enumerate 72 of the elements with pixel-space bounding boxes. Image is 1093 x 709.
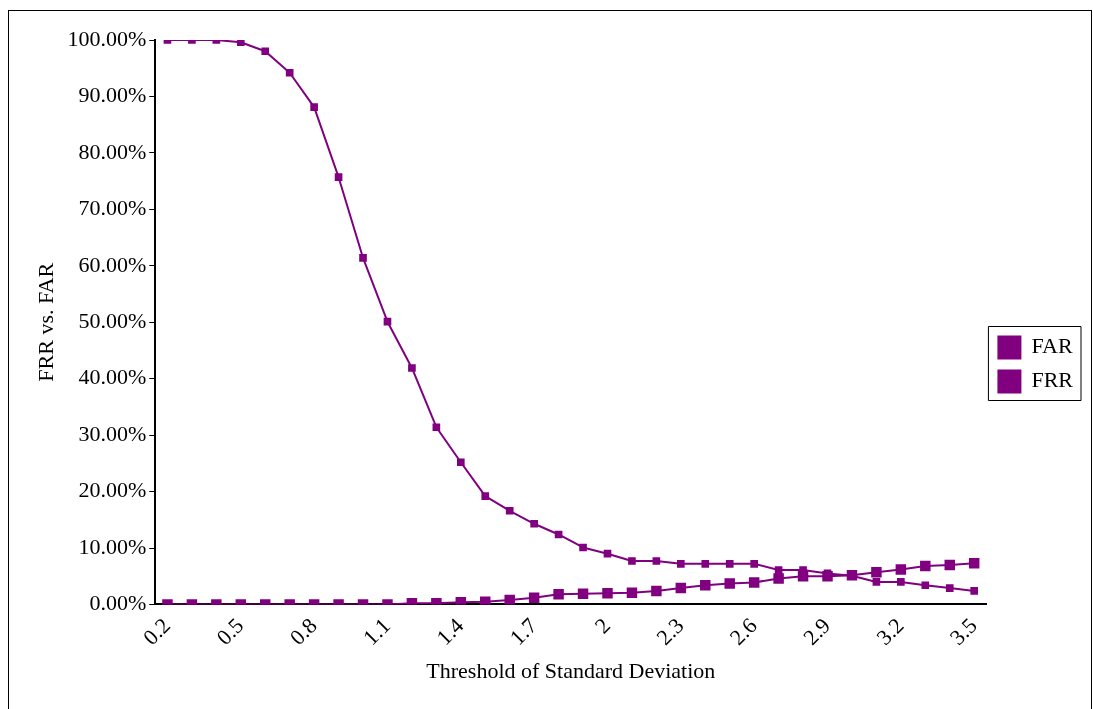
point: [725, 560, 734, 568]
point: [895, 564, 907, 575]
point: [577, 588, 589, 599]
point: [651, 585, 662, 597]
point: [652, 557, 661, 565]
point: [897, 578, 905, 586]
point: [481, 492, 490, 500]
x-tick-label: 2.9: [798, 612, 836, 650]
point: [455, 596, 467, 605]
point: [773, 573, 784, 584]
y-tick-label: 30.00%: [78, 420, 147, 446]
y-tick-label: 80.00%: [78, 138, 147, 164]
y-tick-label: 40.00%: [78, 364, 147, 390]
point: [921, 581, 930, 590]
x-axis-title: Threshold of Standard Deviation: [426, 657, 716, 683]
x-tick-label: 1.1: [357, 612, 396, 650]
x-tick-label: 2.6: [724, 612, 762, 650]
x-tick-label: 0.8: [284, 612, 322, 650]
point: [236, 40, 245, 47]
x-tick-label: 0.5: [211, 612, 249, 650]
point: [700, 580, 711, 591]
point: [432, 423, 441, 432]
x-tick-label: 1.7: [504, 612, 542, 650]
y-tick-label: 10.00%: [78, 533, 147, 559]
point: [968, 558, 980, 569]
point: [677, 560, 685, 568]
point: [626, 587, 638, 598]
y-axis-title: FRR vs. FAR: [32, 262, 58, 382]
point: [383, 317, 392, 326]
point: [944, 559, 955, 571]
point: [675, 582, 687, 594]
point: [628, 557, 636, 565]
legend-label: FRR: [1031, 367, 1074, 393]
point: [553, 589, 564, 600]
y-tick-label: 60.00%: [78, 251, 147, 277]
point: [579, 543, 587, 552]
legend-label: FAR: [1031, 333, 1073, 359]
point: [528, 592, 540, 603]
y-tick-label: 90.00%: [78, 82, 147, 108]
point: [261, 47, 270, 56]
point: [748, 577, 760, 588]
point: [872, 578, 881, 586]
y-tick-label: 20.00%: [78, 477, 147, 503]
point: [724, 578, 735, 589]
point: [602, 587, 613, 599]
point: [310, 103, 318, 111]
point: [822, 571, 833, 582]
point: [750, 560, 758, 568]
point: [504, 594, 515, 605]
point: [334, 173, 343, 181]
point: [970, 587, 979, 595]
point: [285, 68, 294, 77]
point: [871, 567, 882, 578]
y-tick-label: 100.00%: [67, 25, 147, 51]
x-tick-label: 3.5: [944, 612, 982, 650]
x-tick-label: 2: [589, 612, 616, 639]
y-tick-label: 50.00%: [78, 308, 147, 334]
point: [480, 596, 491, 605]
point: [920, 560, 931, 572]
point: [797, 571, 809, 582]
point: [456, 458, 465, 467]
x-tick-label: 1.4: [431, 612, 469, 650]
point: [530, 519, 538, 528]
x-tick-label: 2.3: [651, 612, 689, 650]
x-tick-label: 3.2: [871, 612, 909, 650]
point: [945, 584, 954, 592]
point: [603, 549, 612, 558]
point: [701, 560, 710, 568]
y-tick-label: 70.00%: [78, 195, 147, 221]
point: [408, 364, 416, 372]
point: [505, 506, 514, 515]
point: [359, 254, 367, 262]
